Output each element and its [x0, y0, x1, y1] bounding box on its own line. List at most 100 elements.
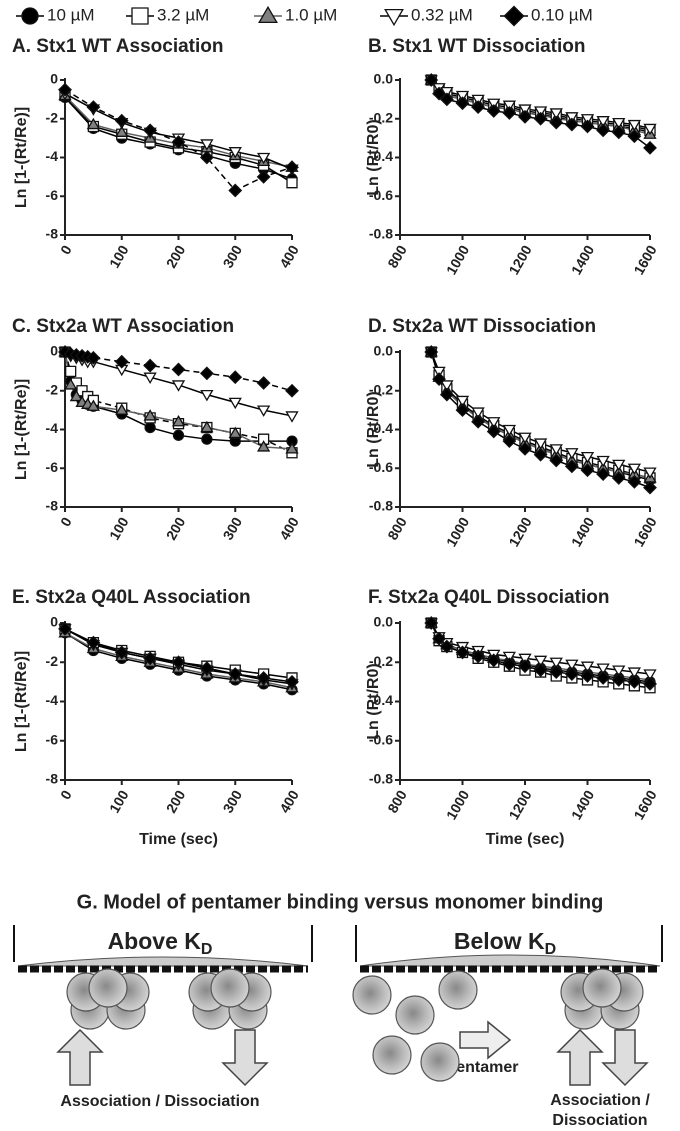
series-line	[430, 351, 651, 489]
data-point	[64, 378, 78, 390]
x-tick-label: 1600	[630, 787, 660, 822]
legend-label: 0.32 µM	[411, 5, 473, 24]
x-tick-label: 300	[220, 787, 246, 815]
caption: Association /	[550, 1092, 650, 1109]
data-point	[439, 387, 454, 402]
data-point	[549, 665, 564, 679]
legend: 10 µM 3.2 µM 1.0 µM 0.32 µM 0.10 µM	[16, 5, 593, 27]
data-point	[171, 135, 186, 149]
membrane-cap	[17, 956, 309, 967]
data-point	[200, 420, 214, 433]
data-point	[58, 621, 72, 636]
data-point	[439, 639, 454, 654]
y-tick-label: -0.4	[369, 420, 393, 436]
label-sub: D	[545, 941, 557, 958]
arrow-down	[601, 1029, 649, 1087]
data-point	[256, 440, 271, 452]
data-point	[199, 366, 214, 381]
y-tick-label: -2	[46, 381, 59, 397]
x-tick-label: 1200	[505, 242, 535, 277]
data-point	[143, 651, 158, 666]
data-point	[455, 395, 470, 408]
series-line	[430, 79, 651, 130]
data-point	[171, 380, 186, 392]
data-point	[172, 429, 185, 441]
data-point	[86, 350, 101, 365]
y-tick-label: 0	[50, 614, 58, 630]
data-point	[257, 433, 270, 445]
data-point	[643, 140, 657, 155]
protein	[438, 970, 478, 1010]
x-tick-label: 100	[106, 787, 132, 815]
x-tick-label: 1200	[505, 514, 535, 549]
data-point	[533, 655, 548, 668]
label-below: Below KD	[454, 928, 556, 958]
data-point	[455, 403, 470, 418]
x-tick-label: 400	[276, 242, 302, 270]
data-point	[86, 117, 101, 130]
data-point	[627, 674, 642, 689]
series-line	[430, 622, 651, 675]
data-point	[533, 111, 548, 126]
data-point	[580, 661, 595, 673]
data-point	[115, 125, 129, 137]
data-point	[596, 671, 611, 685]
y-tick-label: -0.2	[369, 653, 393, 669]
data-point	[285, 411, 299, 423]
y-tick-label: -4	[46, 420, 59, 436]
data-point	[487, 417, 501, 429]
x-tick-label: 800	[384, 514, 410, 542]
legend-label: 0.10 µM	[531, 5, 593, 24]
diagram: G. Model of pentamer binding versus mono…	[13, 891, 663, 1129]
data-point	[171, 655, 186, 670]
data-point	[502, 657, 517, 672]
series-line	[430, 622, 651, 685]
data-point	[549, 453, 564, 468]
data-point	[199, 150, 214, 165]
arrow-right	[459, 1020, 512, 1060]
x-tick-label: 100	[106, 514, 132, 542]
y-tick-label: -0.8	[369, 771, 393, 787]
data-point	[228, 183, 243, 198]
data-point	[580, 119, 595, 134]
series-line	[430, 79, 651, 149]
x-tick-label: 1600	[630, 242, 660, 277]
data-point	[256, 405, 271, 417]
data-point	[518, 441, 532, 456]
data-point	[114, 113, 129, 128]
data-point	[200, 139, 214, 151]
data-point	[285, 442, 299, 454]
y-tick-label: -0.2	[369, 109, 393, 125]
data-point	[143, 358, 158, 373]
data-point	[518, 432, 532, 445]
data-point	[643, 467, 657, 479]
y-tick-label: -2	[46, 109, 59, 125]
x-tick-label: 400	[276, 514, 302, 542]
data-point	[65, 365, 77, 378]
label-text: Below K	[454, 928, 545, 954]
series-line	[430, 351, 651, 479]
legend-marker	[258, 5, 278, 24]
chart: D. Stx2a WT Dissociation 0.0 -0.2 -0.4 -0.6 -…	[365, 316, 660, 549]
x-tick-label: 200	[163, 242, 189, 270]
x-tick-label: 1000	[443, 514, 473, 549]
protein	[210, 968, 250, 1008]
legend-marker	[503, 5, 525, 27]
data-point	[643, 123, 657, 136]
data-point	[228, 370, 243, 385]
data-point	[69, 389, 83, 402]
data-point	[580, 669, 595, 683]
data-point	[199, 661, 214, 676]
y-axis-title: Ln [1-(Rt/Re)]	[13, 651, 30, 752]
protein	[352, 975, 392, 1015]
x-tick-label: 800	[384, 242, 410, 270]
label-sub: D	[201, 941, 213, 958]
data-point	[627, 119, 642, 132]
data-point	[612, 459, 626, 472]
data-point	[627, 667, 642, 679]
data-point	[627, 474, 642, 489]
x-tick-label: 0	[57, 242, 75, 257]
